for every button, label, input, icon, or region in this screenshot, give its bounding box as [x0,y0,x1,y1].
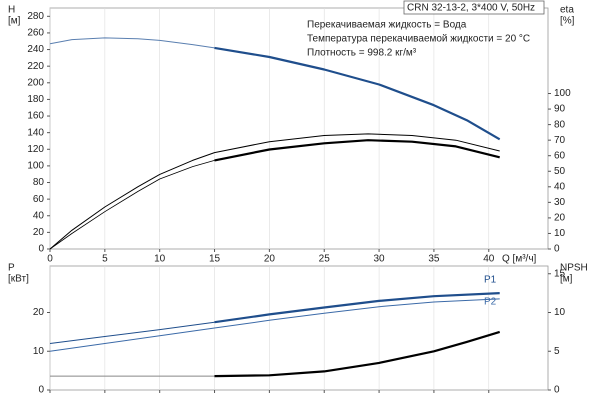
y2-tick-label: 15 [554,268,566,279]
x-tick-label: 35 [428,254,440,265]
y-axis-label: [м] [8,16,21,27]
plot-frame [49,265,549,391]
y2-tick-label: 40 [554,181,566,192]
curve [49,298,500,352]
chart-title: CRN 32-13-2, 3*400 V, 50Hz [407,3,535,14]
y-tick-label: 20 [33,227,45,238]
y2-tick-label: 10 [554,228,566,239]
y-tick-label: 200 [27,77,44,88]
y-tick-label: 240 [27,44,44,55]
x-axis-label: Q [м³/ч] [502,254,537,265]
y-tick-label: 20 [33,307,45,318]
x-tick-label: 40 [483,254,495,265]
y2-tick-label: 50 [554,166,566,177]
curve [49,321,215,344]
y-tick-label: 260 [27,28,44,39]
curve [49,160,215,250]
y2-tick-label: 20 [554,213,566,224]
y-tick-label: 100 [27,161,44,172]
curve [214,46,501,141]
y-tick-label: 0 [38,385,44,396]
title-box [403,0,545,15]
y2-tick-label: 0 [554,244,560,255]
y-tick-label: 220 [27,61,44,72]
y2-axis-label: eta [560,5,574,16]
x-tick-label: 25 [319,254,331,265]
y-axis-label: H [8,5,15,16]
y2-axis-label: [%] [560,16,575,27]
y-tick-label: 140 [27,127,44,138]
y2-tick-label: 60 [554,150,566,161]
curve [49,37,215,49]
curve [49,133,500,250]
y-axis-label: [кВт] [8,274,29,285]
curve [214,330,501,378]
x-tick-label: 30 [374,254,386,265]
y-tick-label: 180 [27,94,44,105]
y-tick-label: 60 [33,194,45,205]
y-tick-label: 0 [38,244,44,255]
y-axis-label: P [8,263,15,274]
curve [214,292,500,324]
y2-tick-label: 70 [554,135,566,146]
y-tick-label: 120 [27,144,44,155]
y2-tick-label: 0 [554,385,560,396]
y2-tick-label: 5 [554,346,560,357]
y2-tick-label: 80 [554,119,566,130]
x-tick-label: 10 [154,254,166,265]
x-tick-label: 20 [264,254,276,265]
series-label: P1 [484,275,497,286]
y-tick-label: 160 [27,111,44,122]
annotation: Плотность = 998.2 кг/м³ [307,48,417,59]
curve [214,139,500,162]
annotation: Температура перекачиваемой жидкости = 20… [307,34,530,45]
x-tick-label: 15 [209,254,221,265]
y-tick-label: 40 [33,210,45,221]
y2-tick-label: 10 [554,307,566,318]
y2-tick-label: 100 [554,88,571,99]
annotation: Перекачиваемая жидкость = Вода [307,20,467,31]
y2-axis-label: NPSH [560,263,588,274]
y-tick-label: 10 [33,346,45,357]
y-tick-label: 280 [27,11,44,22]
series-label: P2 [484,297,497,308]
y2-tick-label: 30 [554,197,566,208]
y2-tick-label: 90 [554,104,566,115]
y-tick-label: 80 [33,177,45,188]
x-tick-label: 5 [102,254,108,265]
y2-axis-label: [м] [560,274,573,285]
x-tick-label: 0 [47,254,53,265]
